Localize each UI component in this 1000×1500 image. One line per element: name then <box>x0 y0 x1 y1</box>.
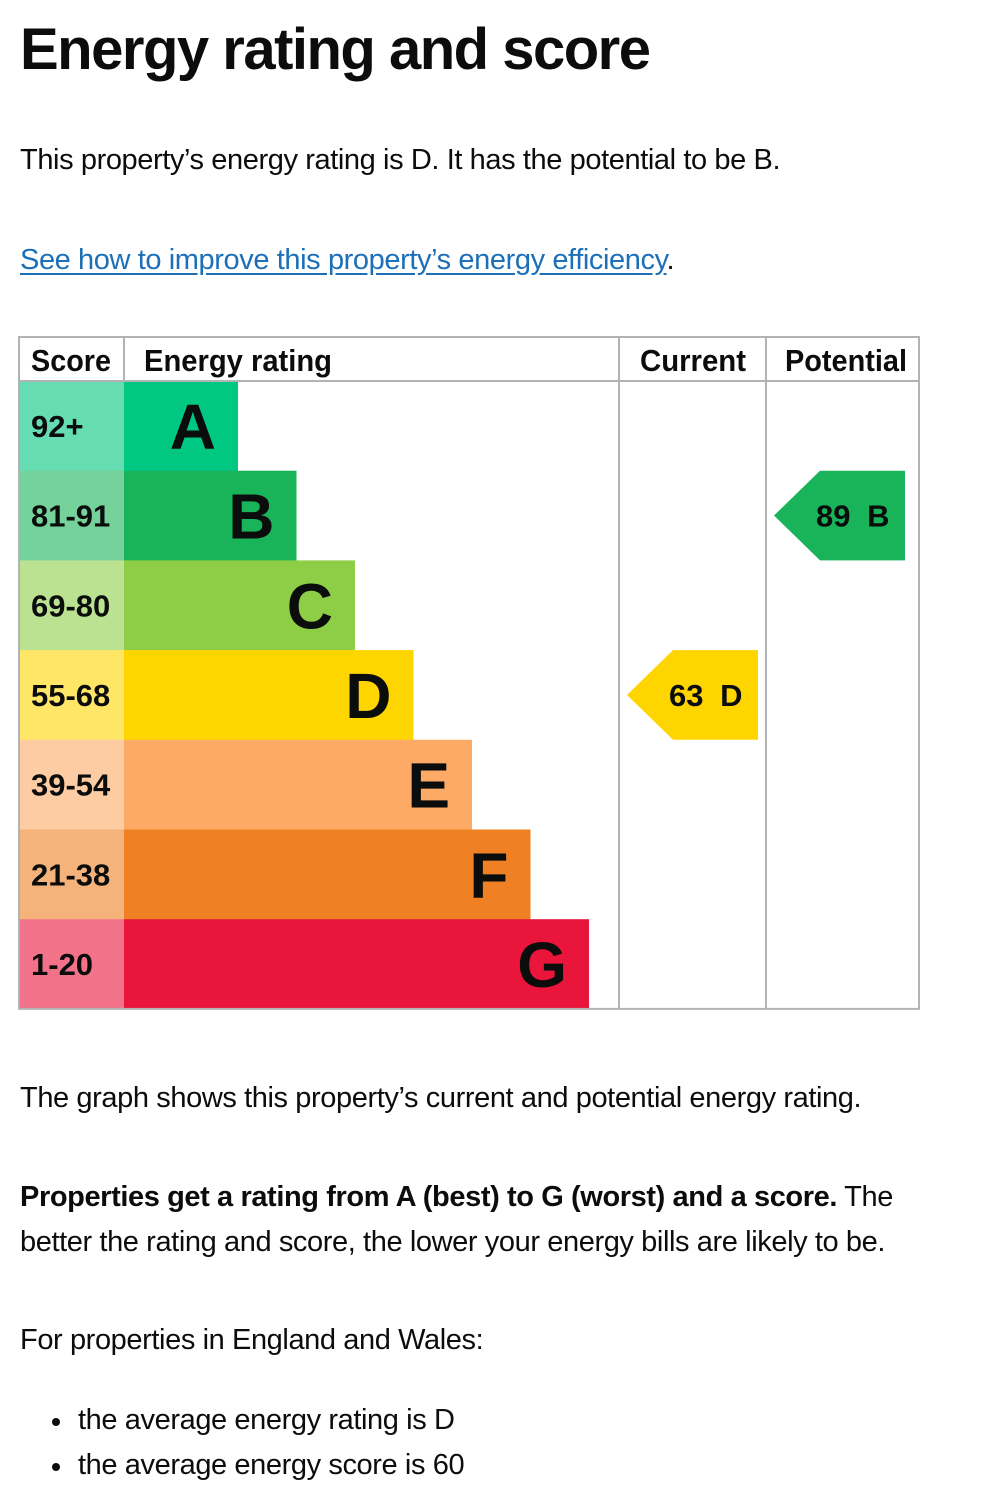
graph-note: The graph shows this property’s current … <box>20 1082 862 1114</box>
score-cell-e <box>19 739 124 830</box>
score-range-d: 55-68 <box>31 678 110 713</box>
score-range-f: 21-38 <box>31 857 110 892</box>
score-range-b: 81-91 <box>31 499 110 534</box>
rating-letter-g: G <box>517 929 567 1001</box>
average-score-item: the average energy score is 60 <box>20 1443 465 1488</box>
score-cell-d <box>19 650 124 741</box>
rating-bar-g <box>124 919 589 1010</box>
score-cell-b <box>19 470 124 561</box>
rating-explanation: Properties get a rating from A (best) to… <box>20 1175 940 1265</box>
score-range-g: 1-20 <box>31 947 93 982</box>
rating-bar-c <box>124 560 355 651</box>
current-rating-arrow <box>627 650 758 740</box>
score-range-c: 69-80 <box>31 588 110 623</box>
chart-border <box>18 336 920 1010</box>
rating-explanation-bold: Properties get a rating from A (best) to… <box>20 1181 838 1213</box>
rating-bar-f <box>124 829 531 920</box>
page-title: Energy rating and score <box>20 17 651 82</box>
score-cell-f <box>19 829 124 920</box>
score-range-a: 92+ <box>31 409 84 444</box>
current-rating-label: 63 D <box>669 678 742 713</box>
region-intro: For properties in England and Wales: <box>20 1324 484 1356</box>
header-current: Current <box>640 343 746 378</box>
improve-link-line: See how to improve this property’s energ… <box>20 238 940 283</box>
score-cell-a <box>19 381 124 472</box>
score-range-e: 39-54 <box>31 768 111 803</box>
header-energy-rating: Energy rating <box>144 343 332 378</box>
link-suffix: . <box>666 244 675 276</box>
rating-explanation-rest: The better the rating and score, the low… <box>20 1181 893 1258</box>
potential-rating-label: 89 B <box>816 499 889 534</box>
rating-bar-e <box>124 739 472 830</box>
average-list: the average energy rating is D the avera… <box>20 1398 465 1488</box>
score-cell-g <box>19 919 124 1010</box>
header-potential: Potential <box>785 343 907 378</box>
rating-bar-b <box>124 470 297 561</box>
score-cell-c <box>19 560 124 651</box>
average-rating-item: the average energy rating is D <box>20 1398 464 1443</box>
rating-letter-f: F <box>469 839 508 911</box>
rating-letter-a: A <box>170 391 216 463</box>
rating-letter-b: B <box>228 481 274 553</box>
header-score: Score <box>31 343 111 378</box>
intro-text: This property’s energy rating is D. It h… <box>20 144 781 176</box>
potential-rating-arrow <box>774 470 905 561</box>
rating-bar-d <box>124 650 414 741</box>
improve-efficiency-link[interactable]: See how to improve this property’s energ… <box>20 244 667 276</box>
rating-letter-d: D <box>345 660 391 732</box>
rating-bar-a <box>124 381 238 472</box>
rating-letter-c: C <box>287 570 333 642</box>
rating-letter-e: E <box>407 750 450 822</box>
